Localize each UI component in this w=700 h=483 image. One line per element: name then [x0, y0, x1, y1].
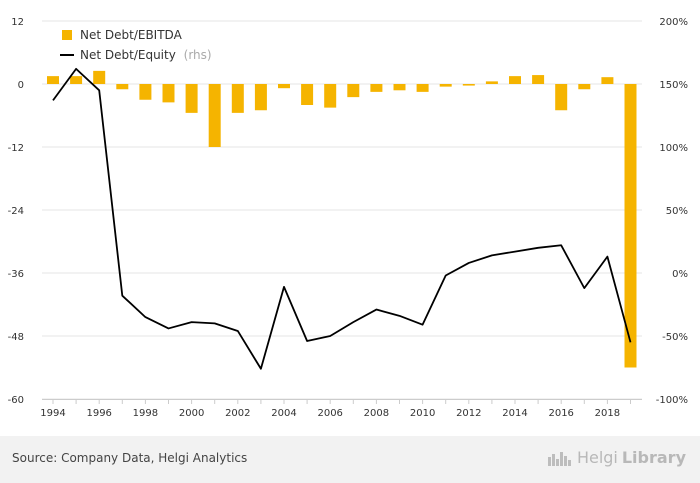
y-right-tick-label: 200%: [659, 17, 688, 28]
y-right-tick-label: -50%: [662, 332, 688, 343]
legend-label-line-rhs: (rhs): [184, 48, 212, 62]
legend-label-line: Net Debt/Equity (rhs): [80, 48, 212, 62]
bar-net-debt-ebitda: [47, 76, 59, 84]
bar-net-debt-ebitda: [116, 84, 129, 90]
x-tick-label: 2016: [548, 408, 573, 419]
bar-net-debt-ebitda: [555, 84, 568, 111]
plot-background: [0, 0, 700, 436]
axes: 12 200% 0 150% -12 100% -24 50% -36 0% -48 -50% -60 -…: [8, 17, 688, 419]
y-right-tick-label: 100%: [659, 143, 688, 154]
y-left-tick-label: -24: [8, 206, 24, 217]
bar-net-debt-ebitda: [301, 84, 314, 105]
y-left-tick-label: -60: [8, 395, 24, 406]
bar-net-debt-ebitda: [393, 84, 406, 91]
bar-net-debt-ebitda: [208, 84, 221, 147]
bar-net-debt-ebitda: [485, 81, 498, 84]
x-tick-label: 2006: [317, 408, 342, 419]
bar-net-debt-ebitda: [509, 76, 521, 84]
y-right-tick-label: 150%: [659, 80, 688, 91]
bar-net-debt-ebitda: [324, 84, 337, 108]
bar-net-debt-ebitda: [439, 84, 452, 87]
bar-net-debt-ebitda: [624, 84, 637, 368]
bar-net-debt-ebitda: [578, 84, 591, 90]
library-icon: [547, 451, 571, 466]
brand-helgi: Helgi: [576, 448, 618, 467]
bar-net-debt-ebitda: [601, 77, 614, 84]
x-tick-label: 2004: [271, 408, 296, 419]
legend-label-bar: Net Debt/EBITDA: [80, 28, 183, 42]
bar-net-debt-ebitda: [347, 84, 360, 98]
x-tick-label: 2018: [595, 408, 620, 419]
legend-label-line-name: Net Debt/Equity: [80, 48, 176, 62]
y-left-tick-label: 0: [18, 80, 24, 91]
bar-series-net-debt-ebitda: [47, 70, 637, 368]
x-tick-label: 2012: [456, 408, 481, 419]
bar-net-debt-ebitda: [462, 84, 475, 86]
bar-net-debt-ebitda: [93, 70, 106, 84]
source-note: Source: Company Data, Helgi Analytics: [12, 451, 248, 465]
bar-net-debt-ebitda: [278, 84, 290, 89]
helgi-library-logo: Helgi Library: [547, 448, 686, 467]
line-series-net-debt-equity: [52, 67, 632, 370]
footer: Source: Company Data, Helgi Analytics He…: [0, 436, 700, 483]
x-tick-label: 1996: [86, 408, 111, 419]
bar-net-debt-ebitda: [532, 75, 545, 84]
y-right-tick-label: -100%: [656, 395, 688, 406]
y-right-tick-label: 0%: [672, 269, 688, 280]
net-debt-chart: 12 200% 0 150% -12 100% -24 50% -36 0% -48 -50% -60 -…: [8, 17, 688, 419]
bar-net-debt-ebitda: [231, 84, 244, 113]
y-left-tick-label: -36: [8, 269, 24, 280]
y-left-tick-label: -12: [8, 143, 24, 154]
x-tick-label: 2014: [502, 408, 527, 419]
bar-net-debt-ebitda: [70, 76, 83, 84]
x-tick-label: 1994: [40, 408, 65, 419]
bar-net-debt-ebitda: [416, 84, 429, 92]
legend-swatch-bar: [62, 30, 72, 40]
x-tick-label: 2010: [410, 408, 435, 419]
x-tick-label: 2008: [364, 408, 389, 419]
line-net-debt-equity: [52, 67, 632, 370]
bar-net-debt-ebitda: [139, 84, 152, 100]
bar-net-debt-ebitda: [254, 84, 267, 111]
grid-lines: [42, 20, 642, 400]
y-left-tick-label: 12: [11, 17, 24, 28]
bar-net-debt-ebitda: [370, 84, 383, 92]
y-right-tick-label: 50%: [666, 206, 688, 217]
legend: Net Debt/EBITDA Net Debt/Equity (rhs): [60, 28, 212, 62]
bar-net-debt-ebitda: [162, 84, 175, 103]
x-tick-label: 1998: [133, 408, 158, 419]
y-left-tick-label: -48: [8, 332, 24, 343]
bar-net-debt-ebitda: [185, 84, 198, 113]
x-tick-label: 2000: [179, 408, 204, 419]
brand-library: Library: [621, 448, 686, 467]
x-tick-label: 2002: [225, 408, 250, 419]
